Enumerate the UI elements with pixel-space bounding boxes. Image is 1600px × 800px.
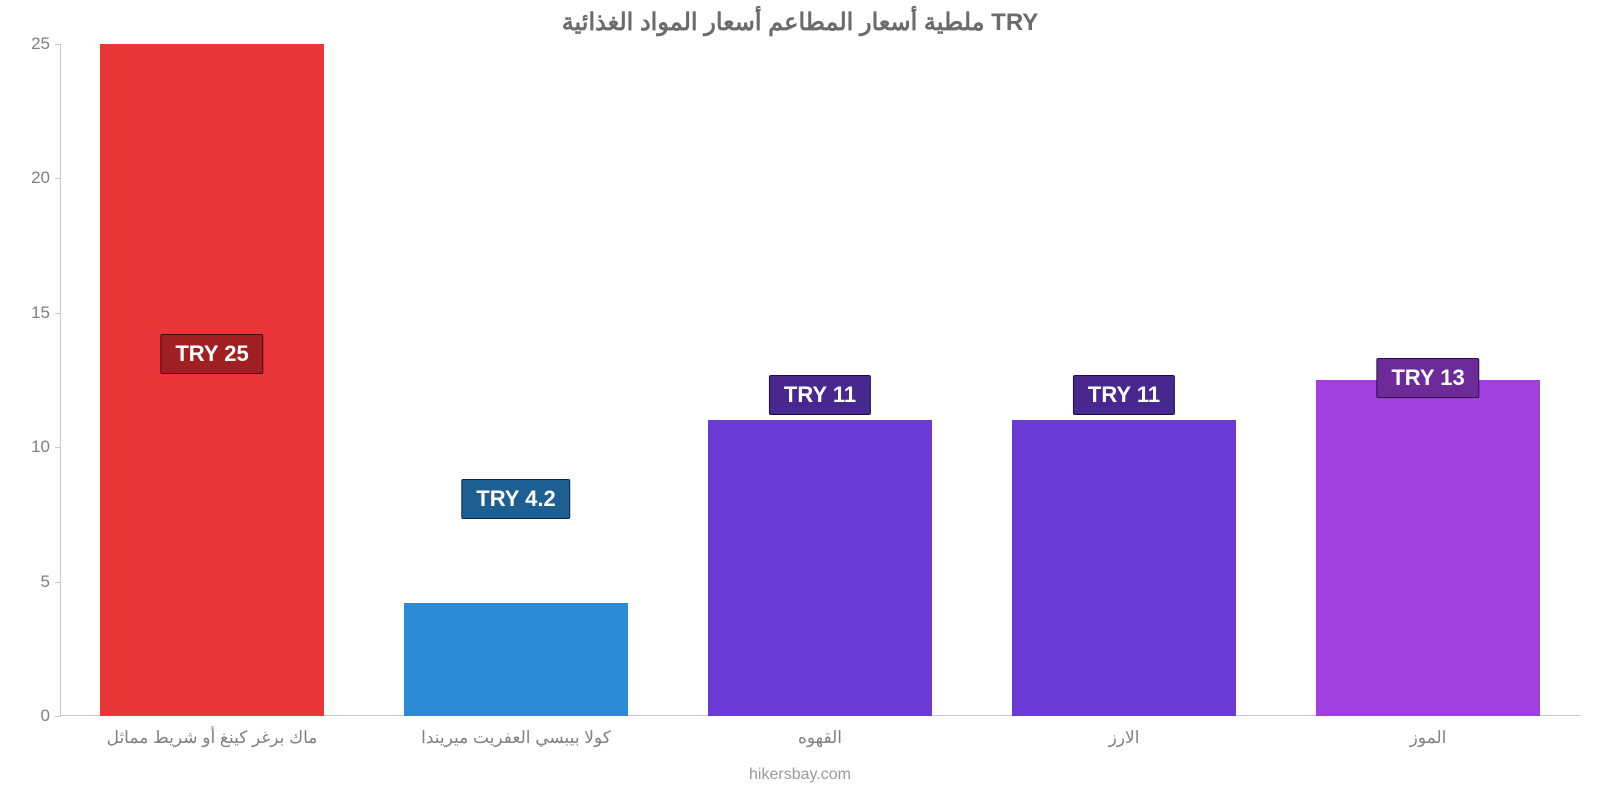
bar-value-label: TRY 11 (769, 375, 871, 415)
source-attribution: hikersbay.com (0, 766, 1600, 784)
bar-value-label: TRY 13 (1376, 358, 1479, 398)
y-tick: 15 (31, 303, 60, 323)
x-category-label: ماك برغر كينغ أو شريط مماثل (107, 716, 318, 748)
y-tick: 20 (31, 168, 60, 188)
bar-value-label: TRY 11 (1073, 375, 1175, 415)
y-tick: 10 (31, 437, 60, 457)
y-tick: 25 (31, 34, 60, 54)
x-category-label: الارز (1109, 716, 1140, 748)
x-category-label: كولا بيبسي العفريت ميريندا (421, 716, 611, 748)
bar-value-label: TRY 25 (160, 334, 263, 374)
bar (1316, 380, 1541, 716)
y-tick: 0 (41, 706, 60, 726)
bar-value-label: TRY 4.2 (461, 479, 570, 519)
bar (1012, 420, 1237, 716)
plot-area: 0510152025TRY 25ماك برغر كينغ أو شريط مم… (60, 44, 1580, 716)
x-category-label: الموز (1410, 716, 1447, 748)
bar (100, 44, 325, 716)
price-bar-chart: ملطية أسعار المطاعم أسعار المواد الغذائي… (0, 0, 1600, 800)
chart-title: ملطية أسعار المطاعم أسعار المواد الغذائي… (0, 8, 1600, 37)
bar (708, 420, 933, 716)
x-category-label: القهوه (798, 716, 842, 748)
y-tick: 5 (41, 572, 60, 592)
bar (404, 603, 629, 716)
y-axis-line (60, 44, 61, 716)
